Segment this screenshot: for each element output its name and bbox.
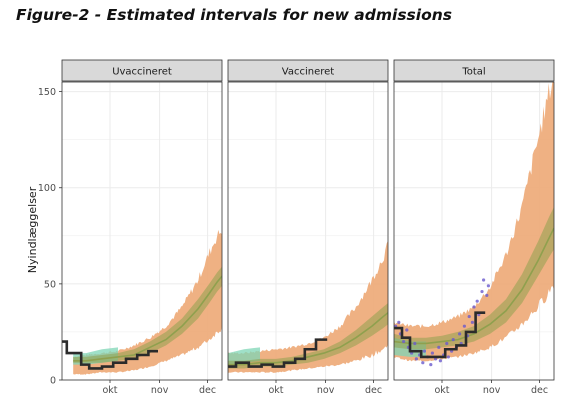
inner-interval-band — [394, 206, 554, 350]
outer-interval-band — [73, 229, 222, 375]
x-tick-label: nov — [317, 385, 335, 396]
panel-plot-area — [228, 240, 388, 373]
observed-point — [414, 357, 418, 361]
observed-point — [486, 284, 490, 288]
facet-strip-label: Vaccineret — [282, 67, 335, 78]
panel-uvaccineret: Uvaccineret okt nov dec — [61, 59, 223, 396]
y-tick-label: 100 — [38, 183, 56, 194]
x-tick-label: dec — [199, 385, 216, 396]
x-tick-label: okt — [268, 385, 283, 396]
panel-plot-area — [394, 82, 554, 367]
observed-point — [413, 341, 417, 346]
observed-point — [422, 349, 426, 353]
observed-point — [429, 363, 433, 367]
observed-point — [397, 320, 401, 324]
observed-point — [482, 278, 486, 282]
y-axis-ticks: 0 50 100 150 — [38, 87, 62, 387]
observed-point — [445, 341, 449, 346]
panel-plot-area — [62, 229, 222, 375]
observed-point — [462, 324, 466, 328]
facet-strip-label: Uvaccineret — [112, 67, 172, 78]
facet-strip-label: Total — [461, 67, 485, 78]
panel-vaccineret: Vaccineret okt nov dec — [227, 59, 389, 396]
x-tick-label: okt — [102, 385, 117, 396]
y-tick-label: 50 — [44, 279, 56, 290]
median-line — [394, 227, 554, 345]
observed-step-line — [394, 311, 486, 359]
panel-grid — [228, 82, 388, 381]
panel-border — [393, 81, 555, 381]
y-axis-title: Nyindlæggelser — [26, 186, 39, 273]
panel-border — [227, 81, 389, 381]
observed-step-line — [62, 340, 158, 370]
observed-point — [467, 314, 471, 319]
x-tick-label: nov — [151, 385, 169, 396]
x-tick-label: dec — [531, 385, 548, 396]
observed-step-line — [228, 338, 328, 368]
observed-point — [485, 293, 489, 298]
median-line — [73, 275, 222, 362]
observed-point — [458, 332, 462, 336]
figure-title: Figure-2 - Estimated intervals for new a… — [16, 6, 452, 24]
observed-point — [475, 299, 479, 303]
observed-point — [421, 361, 425, 365]
observed-point — [472, 305, 476, 309]
x-tick-label: okt — [434, 385, 449, 396]
facet-strip — [227, 59, 389, 82]
facet-strip — [61, 59, 223, 82]
y-tick-label: 150 — [38, 87, 56, 98]
x-tick-label: nov — [483, 385, 501, 396]
observed-point — [402, 339, 406, 344]
observed-point — [430, 351, 434, 355]
observed-point — [438, 359, 442, 363]
y-tick-label: 0 — [50, 376, 56, 387]
facet-strip — [393, 59, 555, 82]
observed-point — [470, 320, 474, 324]
observed-point — [451, 338, 455, 342]
observed-point — [446, 355, 450, 359]
x-tick-label: dec — [365, 385, 382, 396]
observed-point — [437, 345, 441, 349]
median-line — [228, 312, 388, 366]
panel-border — [61, 81, 223, 381]
panel-total: Total okt nov dec — [393, 59, 555, 396]
observed-point — [405, 328, 409, 332]
observed-point — [480, 289, 484, 294]
